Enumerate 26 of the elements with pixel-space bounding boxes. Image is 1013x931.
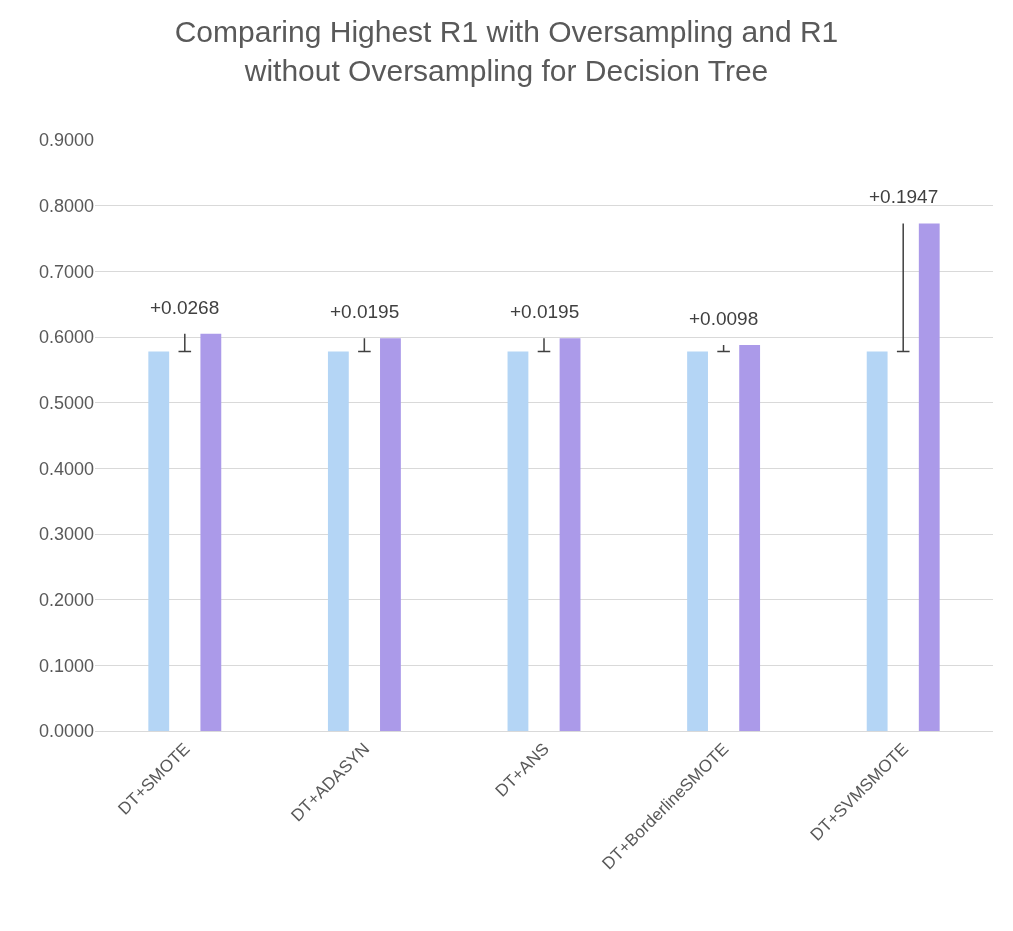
y-tick-label: 0.2000 bbox=[38, 589, 94, 610]
y-tick-label: 0.6000 bbox=[38, 327, 94, 348]
bar bbox=[918, 223, 940, 731]
annotation: +0.0195 bbox=[330, 301, 400, 322]
y-tick-label: 0.9000 bbox=[38, 130, 94, 151]
bar bbox=[327, 351, 349, 731]
y-tick-label: 0.7000 bbox=[38, 261, 94, 282]
annotation: +0.0268 bbox=[150, 297, 220, 318]
bar bbox=[148, 351, 170, 731]
y-tick-label: 0.5000 bbox=[38, 392, 94, 413]
y-tick-label: 0.4000 bbox=[38, 458, 94, 479]
annotation: +0.0098 bbox=[689, 308, 759, 329]
bar bbox=[507, 351, 529, 731]
bar bbox=[380, 338, 401, 731]
bar bbox=[687, 351, 708, 731]
chart-title: Comparing Highest R1 with Oversampling and R1 without Oversampling for Decision Tree bbox=[174, 14, 839, 87]
bar bbox=[559, 338, 581, 731]
y-tick-label: 0.3000 bbox=[38, 524, 94, 545]
y-tick-label: 0.8000 bbox=[38, 195, 94, 216]
y-tick-label: 0.0000 bbox=[38, 721, 94, 742]
annotation: +0.0195 bbox=[510, 301, 580, 322]
bar bbox=[739, 344, 761, 731]
annotation: +0.1947 bbox=[869, 186, 939, 207]
bar bbox=[866, 351, 888, 731]
y-tick-label: 0.1000 bbox=[38, 655, 94, 676]
bar bbox=[200, 333, 222, 731]
